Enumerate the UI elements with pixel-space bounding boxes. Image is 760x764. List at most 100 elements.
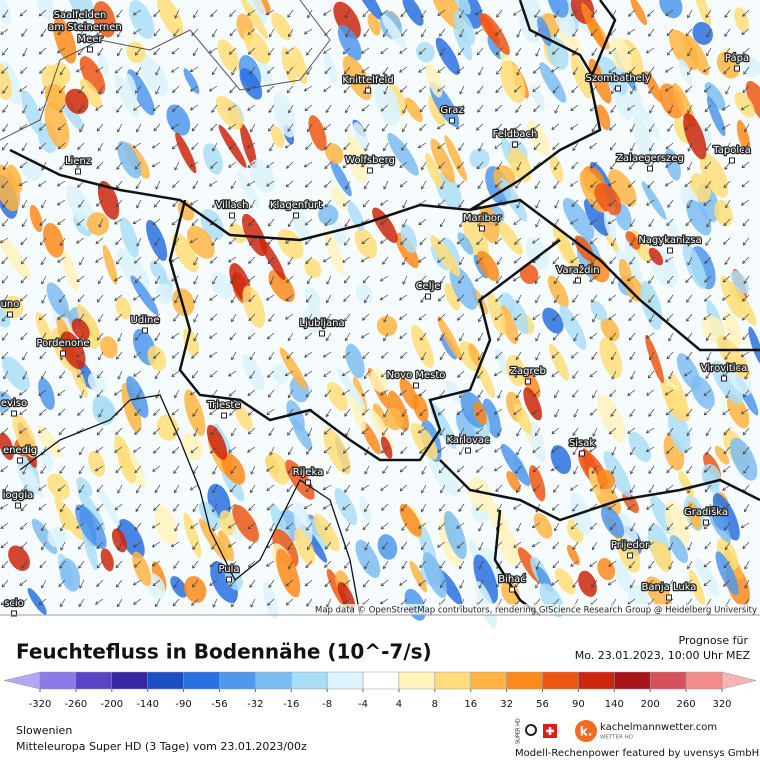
wind-arrow	[171, 351, 180, 359]
wind-arrow	[304, 332, 313, 340]
title: Feuchtefluss in Bodennähe (10^-7/s)	[16, 640, 432, 664]
wind-arrow	[323, 47, 332, 54]
wind-arrow	[134, 275, 142, 284]
wind-arrow	[192, 47, 199, 57]
wind-arrow	[741, 161, 750, 169]
wind-arrow	[154, 370, 161, 380]
wind-arrow	[151, 294, 161, 301]
wind-arrow	[134, 465, 142, 474]
wind-arrow	[552, 47, 560, 55]
wind-arrow	[97, 47, 104, 57]
wind-arrow	[212, 28, 218, 38]
wind-arrow	[399, 332, 408, 339]
wind-arrow	[478, 351, 484, 361]
colorbar-tick-label: 32	[500, 699, 513, 710]
wind-arrow	[646, 503, 655, 510]
field-patch	[76, 303, 101, 343]
wind-arrow	[402, 275, 408, 285]
wind-arrow	[96, 389, 104, 398]
wind-arrow	[174, 389, 180, 399]
field-patch	[286, 400, 305, 432]
field-patch	[659, 0, 683, 19]
wind-arrow	[364, 465, 370, 475]
wind-arrow	[402, 256, 408, 266]
wind-arrow	[19, 85, 28, 92]
field-patch	[641, 108, 661, 140]
wind-arrow	[687, 142, 693, 152]
wind-arrow	[496, 256, 503, 266]
wind-arrow	[723, 560, 731, 569]
wind-arrow	[170, 123, 180, 130]
wind-arrow	[664, 180, 674, 187]
wind-arrow	[418, 256, 427, 263]
field-patch	[479, 205, 500, 244]
wind-arrow	[705, 9, 712, 19]
wind-arrow	[344, 237, 351, 246]
wind-arrow	[173, 465, 180, 474]
wind-arrow	[78, 465, 85, 475]
field-patch	[31, 518, 58, 555]
wind-arrow	[665, 237, 674, 245]
wind-arrow	[630, 446, 636, 456]
wind-arrow	[535, 294, 541, 304]
wind-arrow	[476, 465, 484, 473]
wind-arrow	[324, 161, 332, 170]
wind-arrow	[78, 541, 85, 550]
wind-arrow	[210, 427, 218, 436]
field-patch	[596, 104, 611, 130]
wind-arrow	[704, 294, 712, 302]
wind-arrow	[288, 560, 294, 570]
wind-arrow	[98, 408, 104, 418]
field-patch	[100, 336, 118, 359]
colorbar-box	[614, 671, 651, 690]
wind-arrow	[477, 180, 484, 190]
field-patch	[500, 443, 531, 487]
wind-arrow	[649, 351, 655, 361]
wind-arrow	[665, 142, 674, 150]
wind-arrow	[78, 484, 85, 494]
wind-arrow	[438, 313, 446, 321]
wind-arrow	[326, 294, 332, 304]
wind-arrow	[95, 598, 104, 605]
field-patch	[547, 275, 569, 308]
wind-arrow	[456, 294, 465, 302]
wind-arrow	[228, 142, 237, 150]
wind-arrow	[305, 465, 313, 474]
wind-arrow	[248, 313, 256, 322]
wind-arrow	[515, 180, 522, 189]
wind-arrow	[380, 522, 389, 530]
wind-arrow	[230, 560, 237, 570]
wind-arrow	[457, 370, 465, 378]
wind-arrow	[173, 503, 180, 512]
wind-arrow	[684, 503, 693, 511]
field-patch	[170, 576, 188, 598]
wind-arrow	[439, 427, 446, 436]
colorbar-box	[183, 671, 220, 690]
wind-arrow	[380, 579, 389, 587]
wind-arrow	[285, 598, 294, 606]
wind-arrow	[668, 332, 674, 342]
wind-arrow	[304, 199, 313, 206]
wind-arrow	[191, 123, 199, 132]
wind-arrow	[39, 560, 47, 569]
field-patch	[539, 62, 567, 103]
wind-arrow	[60, 522, 66, 532]
wind-arrow	[380, 104, 389, 112]
wind-arrow	[132, 142, 142, 149]
field-patch	[273, 91, 296, 138]
wind-arrow	[456, 522, 465, 529]
wind-arrow	[474, 28, 484, 35]
wind-arrow	[267, 598, 275, 606]
wind-arrow	[402, 199, 408, 209]
colorbar-box	[685, 671, 723, 690]
field-patch	[625, 231, 641, 250]
wind-arrow	[1, 427, 9, 435]
colorbar-tick-label: 16	[464, 699, 477, 710]
wind-arrow	[592, 389, 598, 399]
wind-arrow	[57, 313, 66, 320]
field-patch	[46, 282, 70, 318]
wind-arrow	[231, 427, 237, 437]
wind-arrow	[79, 579, 85, 589]
wind-arrow	[287, 332, 294, 342]
field-patch	[610, 37, 632, 73]
